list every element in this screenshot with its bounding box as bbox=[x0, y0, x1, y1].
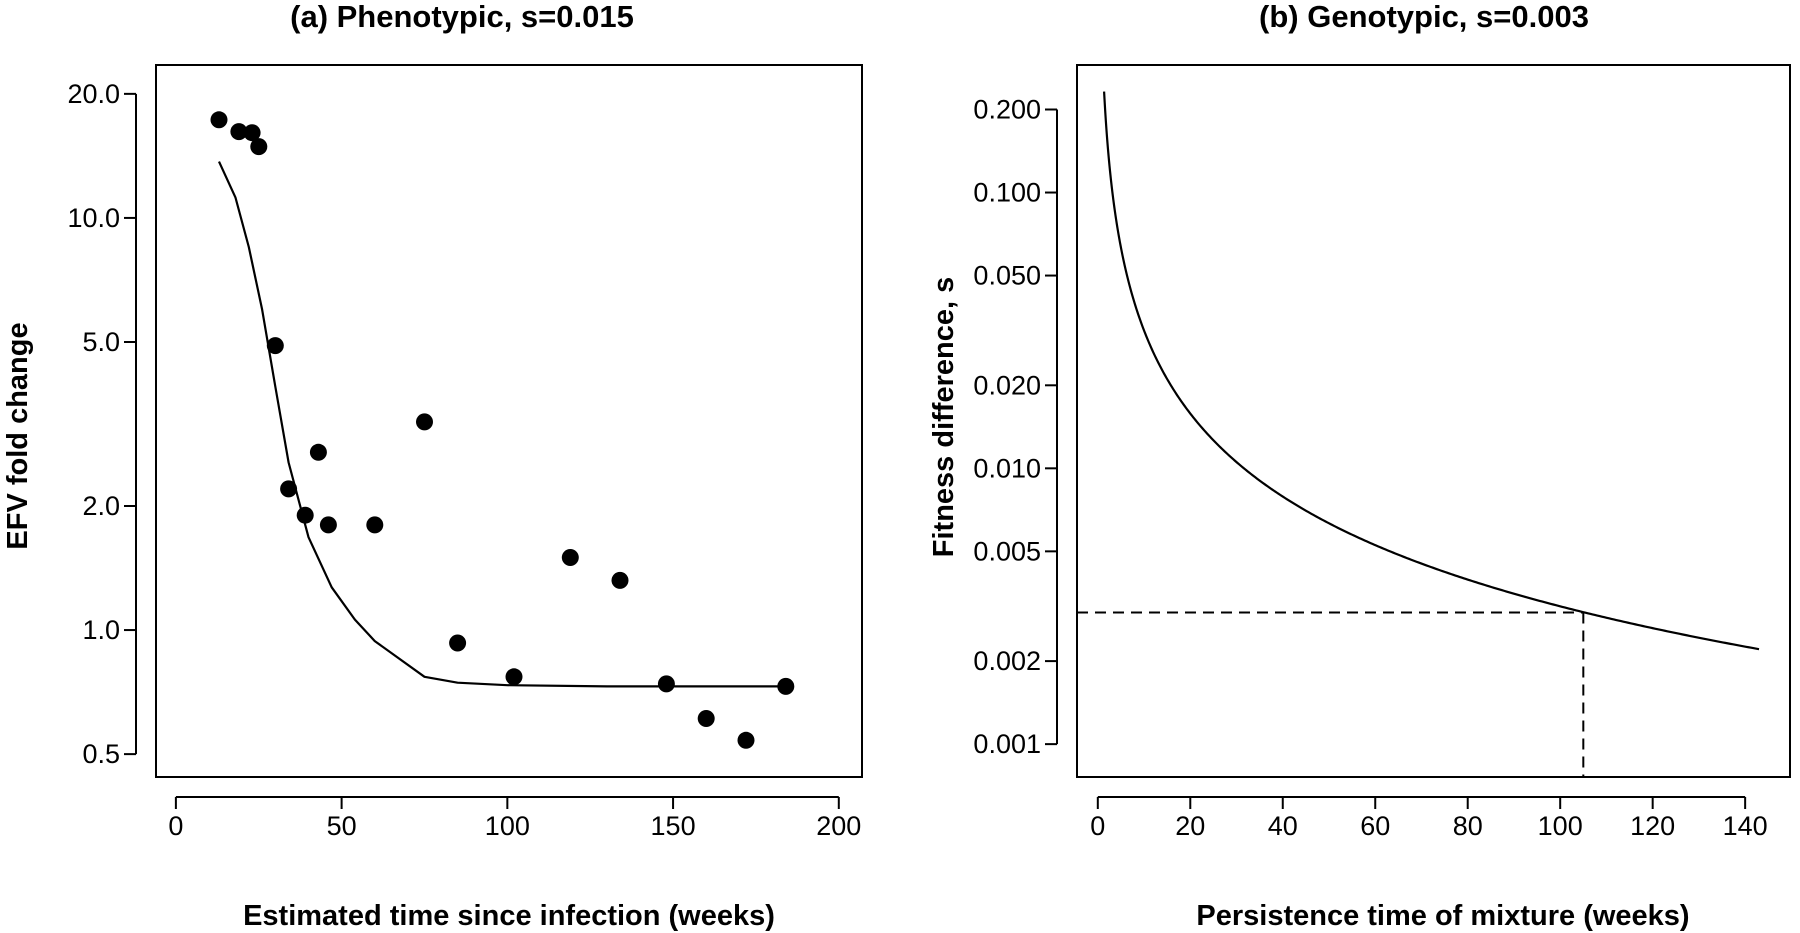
panel-b: (b) Genotypic, s=0.003 Persistence time … bbox=[928, 0, 1791, 932]
panel-a-x-tick-label: 50 bbox=[327, 811, 357, 841]
panel-b-y-tick-label: 0.050 bbox=[973, 261, 1041, 291]
panel-a-data-point bbox=[250, 138, 268, 156]
panel-b-title: (b) Genotypic, s=0.003 bbox=[1259, 0, 1589, 34]
panel-b-x-tick-label: 60 bbox=[1360, 811, 1390, 841]
panel-a-x-axis: 0 50 100 150 200 bbox=[168, 796, 861, 841]
panel-a-data-point bbox=[210, 111, 228, 129]
panel-b-curve bbox=[1103, 91, 1760, 651]
panel-a-y-tick-label: 10.0 bbox=[67, 203, 120, 233]
panel-a-y-tick-label: 0.5 bbox=[82, 739, 120, 769]
panel-a-data-point bbox=[230, 123, 248, 141]
panel-a-data-point bbox=[737, 731, 755, 749]
panel-a-y-tick-label: 5.0 bbox=[82, 327, 120, 357]
panel-b-y-tick-label: 0.020 bbox=[973, 370, 1041, 400]
panel-a-x-tick-label: 150 bbox=[651, 811, 696, 841]
panel-a-data-point bbox=[243, 124, 261, 142]
panel-a-data-point bbox=[657, 675, 675, 693]
panel-a-data-point bbox=[296, 506, 314, 524]
panel-a-plot-layer bbox=[210, 111, 795, 749]
panel-b-x-tick-label: 120 bbox=[1630, 811, 1675, 841]
panel-a-data-point bbox=[319, 516, 337, 534]
panel-a-data-point bbox=[416, 413, 433, 431]
panel-a-y-tick-label: 1.0 bbox=[82, 615, 120, 645]
panel-a-x-tick-label: 100 bbox=[485, 811, 530, 841]
panel-b-y-tick-label: 0.005 bbox=[973, 536, 1041, 566]
panel-b-x-tick-label: 80 bbox=[1453, 811, 1483, 841]
panel-a-data-point bbox=[309, 443, 327, 461]
panel-b-y-tick-label: 0.100 bbox=[973, 178, 1041, 208]
panel-a-fit-line bbox=[218, 161, 790, 688]
panel-b-x-axis: 0 20 40 60 80 100 120 140 bbox=[1090, 796, 1768, 841]
panel-b-x-tick-label: 100 bbox=[1538, 811, 1583, 841]
panel-a-data-point bbox=[266, 337, 284, 355]
panel-a-x-tick-label: 0 bbox=[168, 811, 183, 841]
panel-b-y-tick-label: 0.200 bbox=[973, 95, 1041, 125]
panel-a-data-point bbox=[697, 710, 715, 727]
panel-a: (a) Phenotypic, s=0.015 Estimated time s… bbox=[2, 0, 863, 932]
panel-a-x-tick-label: 200 bbox=[816, 811, 861, 841]
panel-b-plot-layer bbox=[1077, 91, 1760, 777]
panel-b-y-axis-label: Fitness difference, s bbox=[928, 277, 960, 557]
panel-a-data-point bbox=[777, 677, 795, 695]
panel-a-x-axis-label: Estimated time since infection (weeks) bbox=[243, 900, 775, 932]
panel-b-x-tick-label: 40 bbox=[1268, 811, 1298, 841]
panel-b-y-axis: 0.001 0.002 0.005 0.010 0.020 0.050 0.100 0.200 bbox=[973, 95, 1058, 759]
panel-a-plot-box bbox=[155, 64, 863, 778]
panel-a-data-point bbox=[366, 516, 384, 534]
panel-a-data-point bbox=[449, 634, 467, 652]
panel-b-x-tick-label: 0 bbox=[1090, 811, 1105, 841]
panel-a-data-point bbox=[505, 668, 523, 686]
panel-b-y-tick-label: 0.010 bbox=[973, 453, 1041, 483]
panel-a-y-tick-label: 20.0 bbox=[67, 79, 120, 109]
panel-a-y-axis-label: EFV fold change bbox=[2, 322, 34, 549]
panel-a-data-point bbox=[280, 480, 298, 498]
panel-b-plot-box bbox=[1076, 64, 1791, 778]
panel-a-data-point bbox=[611, 571, 629, 589]
panel-a-y-tick-label: 2.0 bbox=[82, 491, 120, 521]
panel-b-x-axis-label: Persistence time of mixture (weeks) bbox=[1196, 900, 1689, 932]
panel-b-x-tick-label: 140 bbox=[1723, 811, 1768, 841]
panel-b-y-tick-label: 0.002 bbox=[973, 646, 1041, 676]
panel-a-y-axis: 0.5 1.0 2.0 5.0 10.0 20.0 bbox=[67, 79, 137, 769]
panel-b-y-tick-label: 0.001 bbox=[973, 729, 1041, 759]
panel-b-x-tick-label: 20 bbox=[1175, 811, 1205, 841]
panel-a-title: (a) Phenotypic, s=0.015 bbox=[290, 0, 634, 34]
panel-a-data-point bbox=[561, 549, 579, 566]
